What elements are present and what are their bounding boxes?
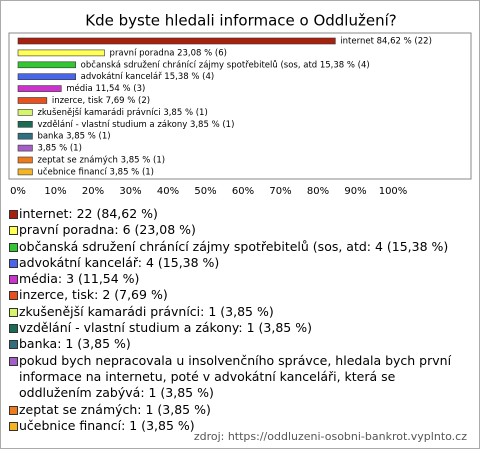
bar-label: banka 3,85 % (1) [37,132,110,142]
legend-item: občanská sdružení chránící zájmy spotřeb… [9,239,469,255]
legend-item: internet: 22 (84,62 %) [9,206,469,222]
legend-swatch [9,210,18,219]
legend-label: učebnice financí: 1 (3,85 %) [19,417,195,433]
legend-item: vzdělání - vlastní studium a zákony: 1 (… [9,320,469,336]
x-tick-label: 70% [269,186,291,197]
bar-label: zeptat se známých 3,85 % (1) [37,156,165,166]
legend-label: občanská sdružení chránící zájmy spotřeb… [19,238,449,254]
legend-label: zkušenější kamarádi právníci: 1 (3,85 %) [19,303,274,319]
bar [17,144,33,152]
bar-label: média 11,54 % (3) [66,83,145,94]
x-tick-label: 50% [194,186,216,197]
bar [17,37,336,45]
x-tick-label: 40% [157,186,179,197]
legend-label: zeptat se známých: 1 (3,85 %) [19,401,211,417]
bar-label: učebnice financí 3,85 % (1) [37,166,154,177]
x-tick-label: 20% [82,186,104,197]
bar-label: vzdělání - vlastní studium a zákony 3,85… [37,120,234,130]
bar [17,109,33,116]
legend: internet: 22 (84,62 %) pravní poradna: 6 … [9,206,469,434]
x-tick-label: 100% [379,186,408,197]
legend-label: internet: 22 (84,62 %) [19,206,158,221]
bar-label: pravní poradna 23,08 % (6) [110,48,227,58]
bar [17,156,33,164]
legend-item: banka: 1 (3,85 %) [9,336,469,352]
legend-swatch [9,307,18,317]
x-tick-label: 60% [232,186,254,197]
x-tick-label: 80% [307,186,329,197]
legend-item: média: 3 (11,54 %) [9,271,469,287]
bar-label: 3,85 % (1) [37,144,81,154]
bar [17,132,33,140]
bar-label: advokátní kancelář 15,38 % (4) [81,72,215,82]
legend-label: inzerce, tisk: 2 (7,69 %) [19,287,168,303]
legend-swatch [9,275,18,285]
x-tick-label: 30% [119,186,141,197]
bar-label: inzerce, tisk 7,69 % (2) [52,96,150,106]
legend-item: inzerce, tisk: 2 (7,69 %) [9,287,469,303]
legend-swatch [9,356,18,366]
bar [17,168,33,176]
legend-item: zkušenější kamarádi právníci: 1 (3,85 %) [9,304,469,320]
legend-item: advokátní kancelář: 4 (15,38 %) [9,255,469,271]
legend-label: média: 3 (11,54 %) [19,271,140,287]
x-tick-label: 90% [344,186,366,197]
bar-label: internet 84,62 % (22) [340,37,432,47]
legend-item: učebnice financí: 1 (3,85 %) [9,418,469,434]
bar [17,73,76,80]
bar [17,61,76,69]
legend-label: pravní poradna: 6 (23,08 %) [19,222,196,238]
legend-label: banka: 1 (3,85 %) [19,336,131,352]
legend-swatch [9,242,18,252]
bar-label: zkušenější kamarádi právníci 3,85 % (1) [37,107,207,118]
legend-swatch [9,226,18,236]
bar [17,49,105,57]
bar [17,97,48,104]
bar [17,121,33,128]
legend-item: pravní poradna: 6 (23,08 %) [9,222,469,238]
bar-label: občanská sdružení chránící zájmy spotřeb… [81,59,370,70]
plot-frame [8,32,472,180]
legend-swatch [9,421,18,431]
source: zdroj: https://oddluzeni-osobni-bankrot.… [193,430,467,443]
x-tick-label: 10% [44,186,66,197]
legend-label: pokud bych nepracovala u insolvenčního s… [19,352,452,401]
legend-swatch [9,340,18,350]
chart-title: Kde byste hledali informace o Oddlužení? [85,12,396,30]
legend-label: advokátní kancelář: 4 (15,38 %) [19,254,220,270]
chart: Kde byste hledali informace o Oddlužení?… [8,12,472,197]
bar [17,85,62,92]
legend-swatch [9,258,18,268]
legend-item: zeptat se známých: 1 (3,85 %) [9,402,469,418]
legend-swatch [9,291,18,301]
legend-label: vzdělání - vlastní studium a zákony: 1 (… [19,320,312,336]
legend-swatch [9,405,18,415]
legend-swatch [9,324,18,334]
x-tick-label: 0% [10,186,26,197]
legend-item: pokud bych nepracovala u insolvenčního s… [9,353,469,402]
